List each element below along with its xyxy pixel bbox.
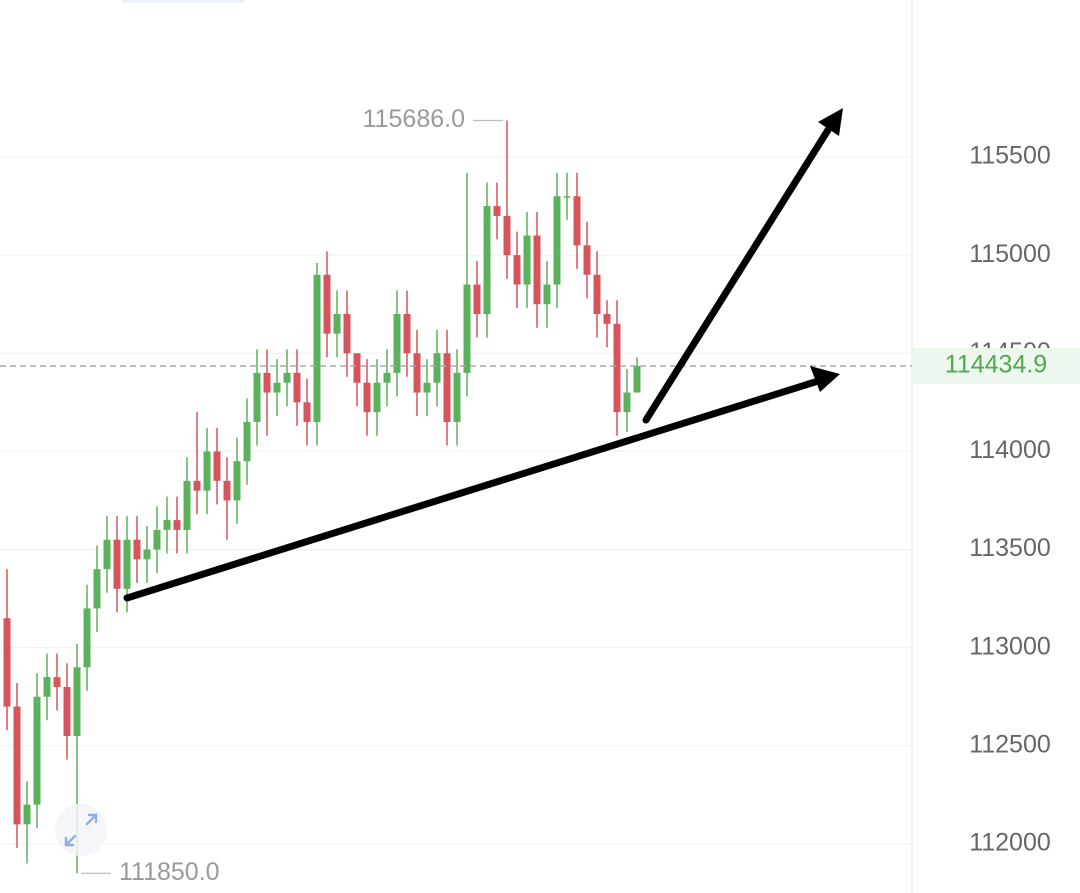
candles [3, 120, 641, 874]
candle-body [113, 539, 121, 589]
candle-body [63, 686, 71, 736]
candle-body [23, 804, 31, 825]
candle-body [73, 667, 81, 736]
y-tick-label: 115500 [969, 142, 1051, 170]
candle-body [513, 255, 521, 285]
y-tick-label: 114000 [969, 436, 1051, 464]
candle-body [233, 461, 241, 501]
candle-body [493, 206, 501, 216]
candle-body [33, 696, 41, 805]
candle-body [53, 677, 61, 687]
candle-body [423, 382, 431, 393]
candle-body [13, 706, 21, 825]
trend-line [642, 126, 832, 424]
candle-body [633, 366, 641, 393]
candle-body [413, 353, 421, 393]
candle-body [583, 245, 591, 275]
candle-body [393, 314, 401, 373]
arrow-head [810, 366, 840, 392]
candle-body [193, 480, 201, 491]
candle-body [443, 353, 451, 422]
candle-body [323, 274, 331, 334]
candle-body [163, 520, 171, 530]
candle-body [523, 235, 531, 285]
candle-body [483, 206, 491, 315]
candle-body [573, 196, 581, 246]
candle-body [273, 382, 281, 393]
candle-body [623, 392, 631, 413]
y-tick-label: 115000 [969, 240, 1051, 268]
min-label: 111850.0 [119, 858, 220, 886]
overlay: 115686.0 111850.0 114434.9 [0, 105, 1080, 886]
candle-body [3, 618, 11, 707]
candle-body [563, 196, 571, 198]
candle-body [543, 284, 551, 305]
candle-body [503, 215, 511, 256]
icon-background[interactable] [55, 804, 107, 856]
candle-body [353, 353, 361, 383]
candle-body [403, 314, 411, 354]
candle-body [373, 382, 381, 413]
candle-body [93, 569, 101, 609]
candle-body [603, 314, 611, 324]
candle-body [253, 372, 261, 422]
candle-body [533, 235, 541, 305]
max-label: 115686.0 [363, 105, 465, 133]
candle-body [383, 372, 391, 383]
icon-glyph[interactable] [64, 813, 98, 847]
candle-body [313, 274, 321, 422]
top-tab [122, 0, 244, 3]
candle-body [303, 402, 311, 422]
current-price-label: 114434.9 [945, 351, 1047, 379]
y-tick-label: 112000 [969, 829, 1051, 857]
trend-line [123, 378, 819, 602]
candle-body [283, 372, 291, 383]
candle-body [133, 539, 141, 560]
candle-body [153, 529, 161, 550]
candle-body [553, 196, 561, 285]
candle-body [263, 372, 271, 393]
candle-body [453, 372, 461, 422]
candle-body [293, 372, 301, 403]
arrow-head [818, 108, 843, 136]
current-price-box [913, 348, 1080, 385]
candle-body [613, 323, 621, 413]
candle-body [203, 451, 211, 491]
trend-arrows [123, 108, 843, 602]
candle-body [343, 314, 351, 354]
candle-body [213, 451, 221, 481]
candle-body [333, 314, 341, 334]
y-tick-label: 113500 [969, 534, 1051, 562]
candle-body [593, 274, 601, 315]
candle-body [83, 608, 91, 668]
candle-body [473, 284, 481, 315]
candle-body [223, 480, 231, 501]
y-tick-label: 113000 [969, 632, 1051, 660]
expand-icon[interactable] [55, 804, 107, 856]
candle-body [463, 284, 471, 373]
candle-body [173, 520, 181, 530]
candle-body [183, 480, 191, 530]
candle-body [143, 549, 151, 560]
y-tick-label: 112500 [969, 730, 1051, 758]
candle-body [123, 539, 131, 589]
candle-body [43, 677, 51, 697]
candle-body [363, 382, 371, 413]
candle-body [243, 421, 251, 462]
candle-body [103, 539, 111, 570]
candle-body [433, 353, 441, 383]
